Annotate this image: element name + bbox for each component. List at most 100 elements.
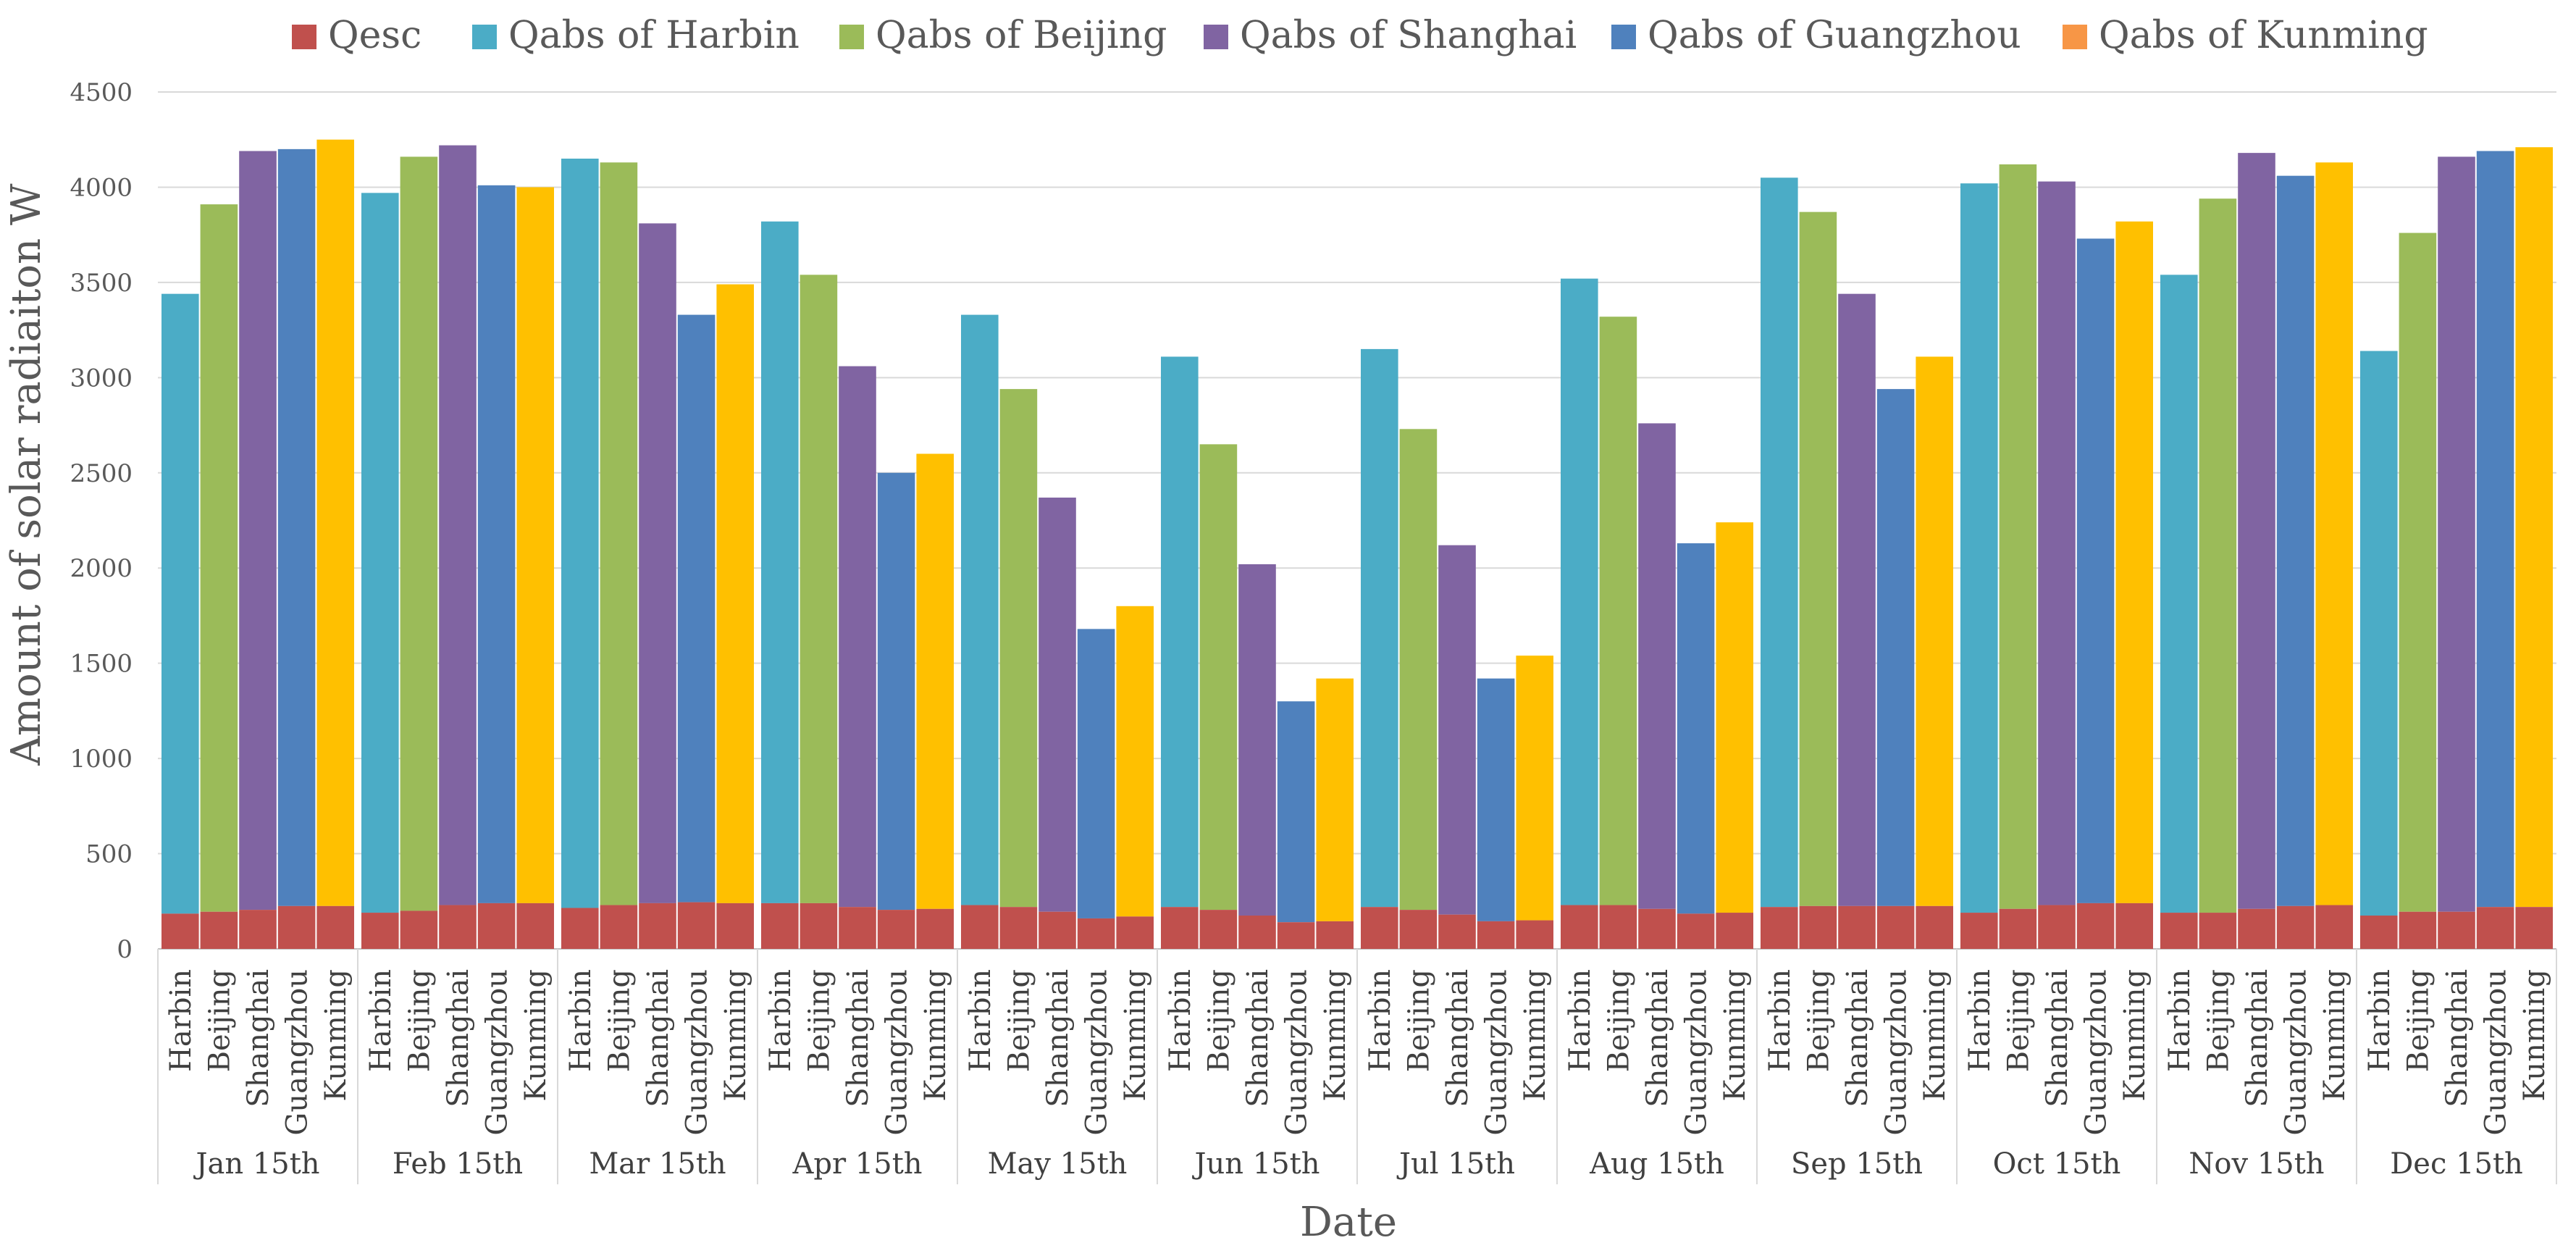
x-category-label: Beijing [2202,969,2235,1072]
bar-qabs-beijing [400,156,438,911]
bar-qesc [2315,905,2353,949]
legend-item: Qabs of Harbin [472,14,800,57]
x-category-label: Shanghai [1841,969,1874,1108]
bar-qesc [600,905,638,949]
bar-qesc [400,910,438,949]
bar-qabs-shanghai [2438,156,2475,912]
x-category-label: Guangzhou [1880,969,1913,1136]
bar-qabs-kunming [1316,678,1354,921]
bar-qabs-beijing [1999,164,2037,909]
x-category-label: Guangzhou [681,969,714,1136]
bar-qabs-shanghai [1438,545,1476,915]
x-group-label: Jul 15th [1396,1147,1515,1181]
x-group-label: Nov 15th [2189,1147,2324,1181]
x-category-label: Shanghai [1641,969,1674,1108]
bar-qabs-guangzhou [1876,389,1915,906]
x-category-label: Guangzhou [1480,969,1514,1136]
x-category-label: Harbin [964,969,997,1072]
bar-qabs-kunming [916,453,954,909]
x-group-label: Oct 15th [1993,1147,2121,1181]
x-category-label: Beijing [1802,969,1835,1072]
bar-qabs-shanghai [1638,423,1676,909]
bar-qesc [1477,921,1515,949]
x-category-label: Harbin [1164,969,1197,1072]
bar-qesc [2399,911,2437,949]
bar-qesc [916,908,954,949]
bar-qesc [2476,907,2514,949]
bar-qabs-kunming [1516,656,1553,921]
y-tick-label: 4500 [70,78,133,107]
x-category-label: Shanghai [642,969,675,1108]
x-category-label: Harbin [764,969,797,1072]
bar-qabs-beijing [999,389,1038,908]
bar-qesc [1916,905,1953,949]
x-category-label: Beijing [1402,969,1435,1072]
bar-qabs-harbin [1361,348,1398,908]
bar-qabs-beijing [1799,212,1837,906]
bar-qabs-shanghai [639,223,676,903]
bar-qabs-guangzhou [477,185,516,903]
bar-qesc [1316,921,1354,949]
legend-label: Qabs of Kunming [2099,14,2428,57]
bar-qesc [1677,913,1715,949]
bar-qabs-harbin [161,293,199,914]
bar-qesc [2515,907,2553,949]
bar-qesc [1638,908,1676,949]
bar-qesc [2438,911,2475,949]
bar-qabs-shanghai [439,145,477,905]
legend-swatch [1611,25,1636,49]
bar-qabs-kunming [1716,522,1753,913]
x-category-label: Kunming [719,969,752,1102]
bar-qesc [961,905,999,949]
bar-qesc [200,911,238,949]
bar-qabs-harbin [761,221,799,903]
bar-qesc [1199,910,1238,949]
bar-qesc [1516,920,1553,949]
legend-label: Qesc [328,14,421,57]
bar-qabs-kunming [516,187,554,903]
legend-label: Qabs of Guangzhou [1648,14,2021,57]
bar-qesc [1039,911,1076,949]
bar-qesc [1161,907,1199,949]
legend-label: Qabs of Shanghai [1240,14,1577,57]
x-group-label: Jan 15th [193,1147,319,1181]
x-category-label: Guangzhou [881,969,914,1136]
bar-qabs-beijing [1399,429,1438,910]
x-category-label: Harbin [2363,969,2396,1072]
bar-qesc [1238,915,1276,949]
bar-qesc [1716,913,1753,949]
x-category-label: Shanghai [1041,969,1075,1108]
x-group-label: Aug 15th [1589,1147,1724,1181]
bar-qesc [1876,905,1915,949]
bar-qesc [1277,922,1315,949]
bar-qesc [1438,914,1476,949]
bar-qesc [1361,907,1398,949]
legend-swatch [1204,25,1228,49]
legend-item: Qesc [292,14,421,57]
bar-qabs-shanghai [1039,497,1076,912]
x-category-label: Kunming [519,969,553,1102]
bar-qesc [477,903,516,949]
legend-item: Qabs of Shanghai [1204,14,1577,57]
bar-qesc [239,910,277,949]
x-category-label: Kunming [1918,969,1952,1102]
y-tick-label: 2000 [70,554,133,583]
x-group-label: Feb 15th [393,1147,523,1181]
bar-qabs-harbin [961,314,999,905]
x-category-label: Shanghai [842,969,875,1108]
x-category-label: Guangzhou [1081,969,1114,1136]
bar-qabs-beijing [600,162,638,905]
x-category-label: Kunming [319,969,353,1102]
x-category-label: Harbin [1963,969,1997,1072]
bar-qesc [2276,905,2315,949]
bars [161,139,2553,949]
x-group-label: Dec 15th [2390,1147,2523,1181]
y-axis-title: Amount of solar radiaiton W [3,183,50,766]
y-tick-label: 1500 [70,650,133,679]
x-category-label: Beijing [1002,969,1036,1072]
x-category-label: Shanghai [242,969,275,1108]
bar-qabs-kunming [1916,356,1953,906]
x-category-label: Harbin [1763,969,1797,1072]
x-category-label: Kunming [1119,969,1152,1102]
